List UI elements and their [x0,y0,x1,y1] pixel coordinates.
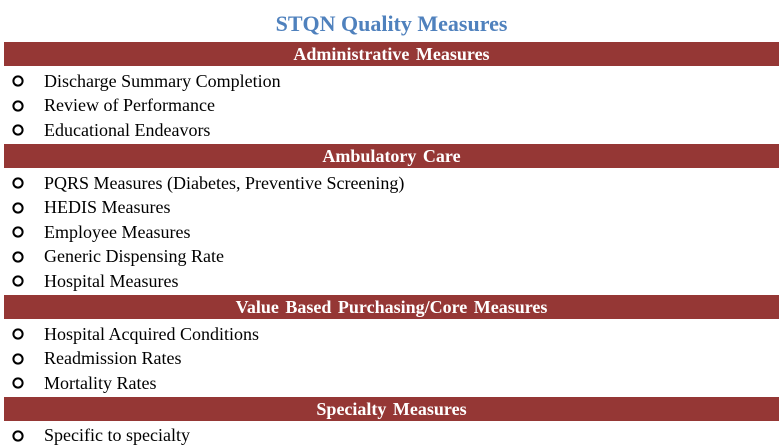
item-label: Educational Endeavors [44,119,211,140]
item-label: Discharge Summary Completion [44,70,281,91]
item-label: Hospital Measures [44,270,179,291]
list-item: Readmission Rates [4,346,779,371]
list-item: Hospital Measures [4,269,779,294]
list-item: Generic Dispensing Rate [4,245,779,270]
circle-bullet-icon [12,377,24,389]
circle-bullet-icon [12,275,24,288]
section-header: Ambulatory Care [4,142,779,169]
item-list: Specific to specialty [4,422,779,448]
page-title: STQN Quality Measures [275,11,508,36]
list-item: Mortality Rates [4,371,779,396]
section-value-based-purchasing: Value Based Purchasing/Core Measures Hos… [4,293,779,396]
circle-bullet-icon [12,202,24,214]
item-list: Discharge Summary Completion Review of P… [4,67,779,143]
item-label: Readmission Rates [44,348,182,369]
section-administrative: Administrative Measures Discharge Summar… [4,41,779,143]
circle-bullet-icon [12,353,24,365]
circle-bullet-icon [12,328,24,340]
list-item: PQRS Measures (Diabetes, Preventive Scre… [4,171,779,196]
item-label: HEDIS Measures [44,197,171,218]
item-label: Hospital Acquired Conditions [44,323,259,344]
section-header: Value Based Purchasing/Core Measures [4,293,779,320]
circle-bullet-icon [12,124,24,137]
section-specialty: Specialty Measures Specific to specialty [4,395,779,448]
list-item: Educational Endeavors [4,118,779,143]
circle-bullet-icon [12,226,24,238]
item-list: Hospital Acquired Conditions Readmission… [4,320,779,396]
list-item: Review of Performance [4,94,779,119]
section-header: Specialty Measures [4,395,779,422]
item-label: Review of Performance [44,95,215,116]
circle-bullet-icon [12,251,24,263]
measures-list: Administrative Measures Discharge Summar… [4,41,779,448]
list-item: Hospital Acquired Conditions [4,322,779,347]
circle-bullet-icon [12,430,24,442]
item-label: PQRS Measures (Diabetes, Preventive Scre… [44,172,405,193]
item-label: Mortality Rates [44,372,157,393]
item-label: Generic Dispensing Rate [44,246,224,267]
section-ambulatory-care: Ambulatory Care PQRS Measures (Diabetes,… [4,142,779,294]
item-list: PQRS Measures (Diabetes, Preventive Scre… [4,169,779,294]
item-label: Employee Measures [44,221,191,242]
list-item: Employee Measures [4,220,779,245]
list-item: HEDIS Measures [4,195,779,220]
circle-bullet-icon [12,75,24,87]
item-label: Specific to specialty [44,425,190,446]
circle-bullet-icon [12,177,24,189]
list-item: Specific to specialty [4,424,779,448]
section-header: Administrative Measures [4,41,779,67]
circle-bullet-icon [12,100,24,112]
list-item: Discharge Summary Completion [4,69,779,94]
